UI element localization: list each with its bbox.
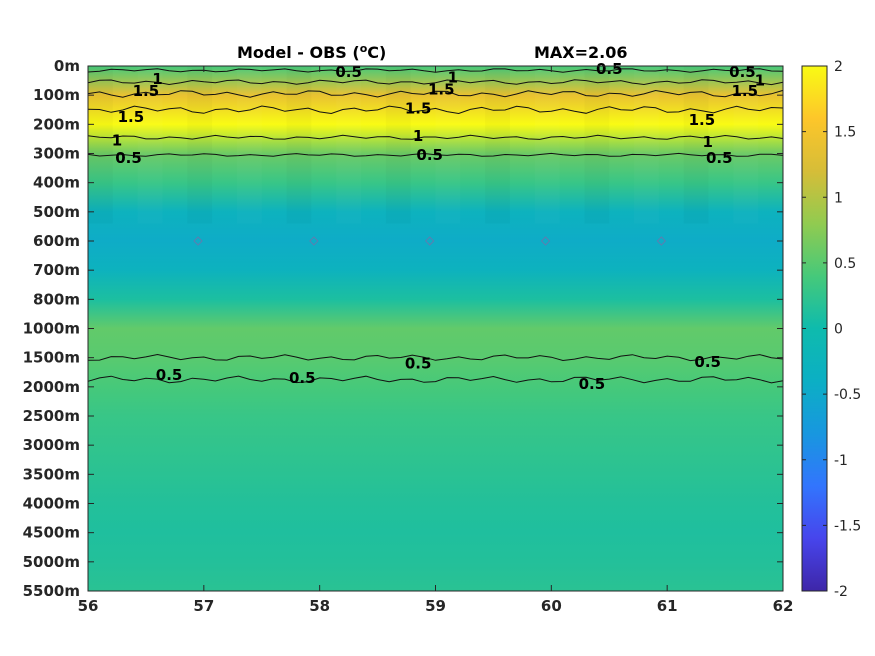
contour-label: 0.5 [416, 146, 443, 164]
x-tick-label: 59 [425, 597, 446, 615]
contour-label: 0.5 [706, 149, 733, 167]
colorbar-tick-label: 1 [834, 190, 843, 206]
contour-line [87, 134, 784, 140]
y-axis: 0m 100m 200m 300m 400m 500m 600m 700m 800m 1000m 1… [23, 57, 783, 600]
texture-band [237, 66, 262, 224]
contour-label: 0.5 [579, 375, 606, 393]
x-tick-label: 56 [78, 597, 99, 615]
texture-band [386, 66, 411, 224]
y-tick-label: 600m [33, 232, 80, 250]
contour-label: 1.5 [118, 108, 145, 126]
colorbar-tick-label: 1.5 [834, 125, 856, 141]
texture-band [336, 66, 361, 224]
station-marker [540, 236, 551, 246]
colorbar-tick-label: -1.5 [834, 518, 861, 534]
colorbar-tick-label: 2 [834, 59, 843, 75]
contour-label: 1.5 [689, 111, 716, 129]
y-tick-label: 500m [33, 203, 80, 221]
texture-band [287, 66, 312, 224]
contour-label: 1.5 [405, 99, 432, 117]
contour-labels: 11.51.510.50.5 11.51.510.50.5 0.511.51.510… [112, 60, 765, 393]
station-marker [425, 236, 435, 246]
contour-line [87, 353, 784, 362]
station-marker [309, 236, 319, 246]
texture-band [485, 66, 510, 224]
station-marker [193, 236, 203, 246]
y-tick-label: 3500m [23, 465, 80, 483]
texture-band [634, 66, 659, 224]
y-tick-label: 2000m [23, 378, 80, 396]
x-tick-label: 57 [193, 597, 214, 615]
texture-band [584, 66, 609, 224]
texture-band [187, 66, 212, 224]
contour-label: 0.5 [115, 149, 142, 167]
y-tick-label: 1500m [23, 349, 80, 367]
y-tick-label: 300m [33, 145, 80, 163]
colorbar-tick-label: -0.5 [834, 387, 861, 403]
y-tick-label: 3000m [23, 436, 80, 454]
station-marker [656, 236, 667, 246]
colorbar-tick-label: -1 [834, 453, 848, 469]
plot-area: 11.51.510.50.5 11.51.510.50.5 0.511.51.510… [87, 60, 784, 592]
x-tick-label: 62 [773, 597, 794, 615]
x-axis: 56 57 58 59 60 61 62 [78, 66, 794, 615]
contour-label: 1 [413, 127, 423, 145]
colorbar-tick-label: 0 [834, 322, 843, 338]
max-label: MAX=2.06 [534, 43, 628, 62]
y-tick-label: 700m [33, 261, 80, 279]
contour-label: 1 [755, 72, 765, 90]
y-tick-label: 4000m [23, 495, 80, 513]
contour-label: 1 [112, 131, 122, 149]
contour-label: 0.5 [405, 355, 432, 373]
contour-label: 1.5 [133, 82, 160, 100]
texture-band [88, 66, 113, 224]
degree-superscript: o [360, 42, 368, 55]
contour-label: 1 [702, 133, 712, 151]
contour-label: 1 [448, 69, 458, 87]
colorbar: 2 1.5 1 0.5 0 -0.5 -1 -1.5 -2 [801, 59, 861, 600]
colorbar-ticks: 2 1.5 1 0.5 0 -0.5 -1 -1.5 -2 [802, 59, 861, 600]
y-tick-label: 0m [54, 57, 80, 75]
contour-line [87, 79, 784, 86]
y-tick-label: 800m [33, 290, 80, 308]
contour-label: 0.5 [694, 353, 721, 371]
contour-label: 0.5 [289, 369, 316, 387]
y-tick-label: 5500m [23, 582, 80, 600]
colorbar-tick-label: 0.5 [834, 256, 856, 272]
y-tick-label: 400m [33, 174, 80, 192]
chart-title: Model - OBS (oC) [237, 42, 386, 62]
contour-line [87, 89, 784, 98]
y-tick-label: 4500m [23, 524, 80, 542]
contour-label: 0.5 [335, 63, 362, 81]
x-tick-label: 61 [657, 597, 678, 615]
y-tick-label: 5000m [23, 553, 80, 571]
x-tick-label: 60 [541, 597, 562, 615]
texture-band [535, 66, 560, 224]
contour-label: 1.5 [731, 82, 758, 100]
y-tick-label: 200m [33, 115, 80, 133]
contour-label: 0.5 [596, 60, 623, 78]
contour-label: 0.5 [729, 63, 756, 81]
contour-line [87, 152, 784, 157]
x-tick-label: 58 [309, 597, 330, 615]
colorbar-tick-label: -2 [834, 584, 848, 600]
contour-label: 1 [152, 70, 162, 88]
y-tick-label: 100m [33, 86, 80, 104]
station-markers [193, 236, 667, 246]
contour-line [87, 375, 784, 384]
y-tick-label: 1000m [23, 320, 80, 338]
contour-label: 0.5 [156, 366, 183, 384]
y-tick-label: 2500m [23, 407, 80, 425]
contour-line [87, 105, 784, 115]
contour-label: 1.5 [428, 80, 455, 98]
